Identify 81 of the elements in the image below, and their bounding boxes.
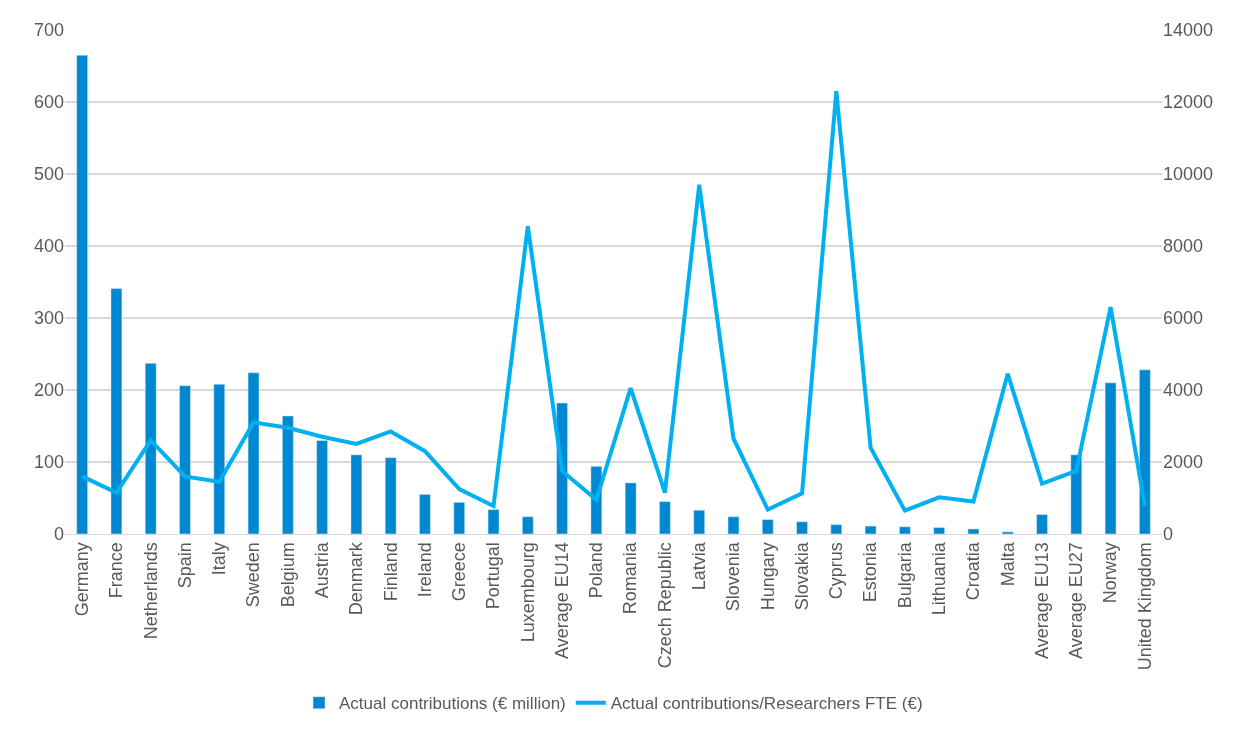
x-tick-label: France bbox=[106, 542, 127, 599]
bar bbox=[864, 525, 877, 534]
x-tick-label: Average EU14 bbox=[551, 542, 572, 659]
bar bbox=[384, 457, 397, 534]
y-tick-label: 600 bbox=[33, 92, 64, 113]
x-tick-label: Czech Republic bbox=[654, 542, 675, 669]
y2-tick-label: 10000 bbox=[1163, 164, 1214, 185]
bar bbox=[1002, 531, 1014, 534]
x-tick-label: Sweden bbox=[243, 542, 264, 608]
x-tick-label: Norway bbox=[1100, 542, 1121, 604]
x-tick-label: Croatia bbox=[963, 541, 984, 601]
x-tick-label: Belgium bbox=[277, 542, 298, 608]
x-tick-label: Malta bbox=[997, 541, 1018, 587]
x-tick-label: Austria bbox=[311, 541, 332, 599]
y-tick-label: 500 bbox=[33, 164, 64, 185]
y2-tick-label: 14000 bbox=[1163, 20, 1214, 41]
bar bbox=[899, 526, 911, 534]
y2-tick-label: 8000 bbox=[1163, 236, 1204, 257]
bar bbox=[1104, 382, 1117, 534]
y-tick-label: 400 bbox=[33, 236, 64, 257]
x-tick-label: Bulgaria bbox=[894, 541, 915, 609]
bar bbox=[144, 363, 157, 534]
bar bbox=[967, 528, 980, 534]
bar bbox=[830, 524, 843, 534]
legend-label: Actual contributions (€ million) bbox=[339, 694, 566, 714]
legend-label: Actual contributions/Researchers FTE (€) bbox=[610, 694, 923, 714]
x-tick-label: Denmark bbox=[346, 541, 367, 616]
bar bbox=[1139, 369, 1151, 534]
bar bbox=[1070, 454, 1083, 534]
x-tick-label: Average EU27 bbox=[1066, 542, 1087, 659]
bar bbox=[419, 494, 431, 534]
x-tick-label: Portugal bbox=[483, 542, 504, 610]
y2-tick-label: 4000 bbox=[1163, 380, 1204, 401]
y2-tick-label: 6000 bbox=[1163, 308, 1204, 329]
x-tick-label: Average EU13 bbox=[1031, 542, 1052, 659]
y2-tick-label: 12000 bbox=[1163, 92, 1214, 113]
bar bbox=[453, 502, 465, 534]
x-tick-label: Romania bbox=[620, 541, 641, 615]
y-tick-label: 200 bbox=[33, 380, 64, 401]
y2-tick-label: 2000 bbox=[1163, 452, 1204, 473]
bar bbox=[247, 372, 260, 534]
x-tick-label: Luxembourg bbox=[517, 542, 538, 643]
x-tick-label: Poland bbox=[586, 542, 607, 599]
line-series bbox=[80, 89, 1147, 513]
x-tick-label: Germany bbox=[71, 542, 92, 617]
x-tick-label: Greece bbox=[449, 542, 470, 602]
bar bbox=[76, 54, 88, 534]
bar bbox=[693, 509, 705, 534]
bar bbox=[487, 509, 500, 534]
x-tick-label: Slovenia bbox=[723, 541, 744, 612]
x-tick-label: Slovakia bbox=[791, 541, 812, 611]
y-tick-label: 0 bbox=[53, 524, 64, 545]
bar bbox=[727, 516, 740, 534]
x-tick-label: Lithuania bbox=[929, 541, 950, 616]
x-tick-label: Spain bbox=[174, 542, 195, 589]
x-tick-label: Netherlands bbox=[140, 542, 161, 640]
x-tick-label: Finland bbox=[380, 542, 401, 602]
x-tick-label: United Kingdom bbox=[1134, 542, 1155, 671]
x-tick-label: Cyprus bbox=[826, 542, 847, 600]
y-tick-label: 700 bbox=[33, 20, 64, 41]
y-tick-label: 300 bbox=[33, 308, 64, 329]
bar bbox=[213, 383, 225, 534]
y-tick-label: 100 bbox=[33, 452, 64, 473]
x-tick-label: Hungary bbox=[757, 542, 778, 611]
y2-tick-label: 0 bbox=[1163, 524, 1174, 545]
bar bbox=[522, 516, 534, 534]
x-tick-label: Ireland bbox=[414, 542, 435, 598]
bar bbox=[110, 288, 123, 534]
x-tick-label: Estonia bbox=[860, 541, 881, 603]
bar bbox=[933, 527, 945, 534]
bar bbox=[796, 521, 808, 534]
bar bbox=[316, 440, 328, 534]
bar bbox=[1036, 514, 1048, 534]
bar bbox=[624, 482, 637, 534]
x-tick-label: Latvia bbox=[689, 541, 710, 591]
x-tick-label: Italy bbox=[209, 542, 230, 576]
bar bbox=[282, 415, 294, 534]
bar bbox=[762, 519, 774, 534]
bar bbox=[350, 454, 363, 534]
bar bbox=[179, 385, 191, 534]
bar bbox=[659, 501, 671, 534]
